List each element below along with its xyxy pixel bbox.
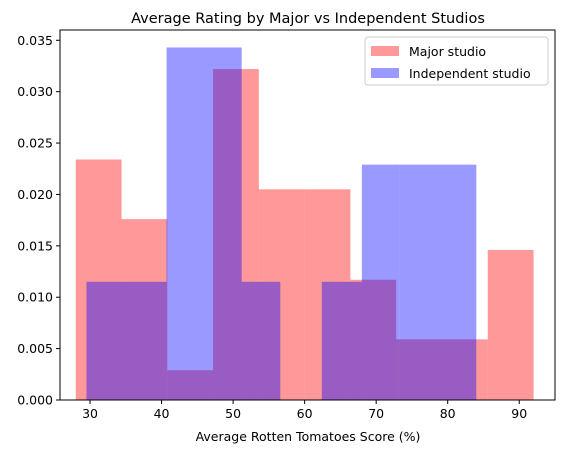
bar-major-studio-7 [396,339,442,400]
bar-major-studio-8 [441,339,488,400]
x-tick-label: 60 [297,406,313,421]
bar-independent-studio-5 [361,164,400,400]
bar-major-studio-0 [75,159,122,400]
bar-independent-studio-1 [166,47,242,400]
x-tick-label: 30 [82,406,98,421]
x-axis-label: Average Rotten Tomatoes Score (%) [196,429,421,444]
chart-title: Average Rating by Major vs Independent S… [131,11,485,27]
y-tick-label: 0.000 [17,393,53,408]
bar-independent-studio-4 [321,281,362,400]
legend-box [364,36,549,86]
axes-layer: 30 40 50 60 70 80 90 0.000 0.005 0.010 0.015 0.020 0… [17,29,556,421]
legend: Major studio Independent studio [364,36,549,86]
y-tick-label: 0.015 [17,238,53,253]
bar-major-studio-6 [350,279,397,400]
legend-label: Major studio [409,44,486,59]
y-tick-label: 0.005 [17,341,53,356]
x-tick-label: 90 [511,406,527,421]
bars-layer [75,47,534,401]
plot-frame [59,29,556,401]
legend-label: Independent studio [409,66,531,81]
bar-major-studio-9 [487,249,534,400]
bar-independent-studio-0 [86,281,167,400]
x-tick-label: 70 [368,406,384,421]
y-tick-label: 0.010 [17,290,53,305]
bar-major-studio-1 [121,219,168,400]
bar-independent-studio-2 [241,281,281,400]
y-tick-label: 0.035 [17,33,53,48]
bar-independent-studio-6 [399,164,477,400]
bar-major-studio-3 [213,69,259,401]
legend-swatch [371,46,399,56]
x-tick-label: 80 [440,406,456,421]
legend-swatch [371,68,399,78]
y-tick-label: 0.020 [17,187,53,202]
y-tick-label: 0.025 [17,136,53,151]
x-tick-label: 50 [225,406,241,421]
y-tick-label: 0.030 [17,84,53,99]
x-tick-label: 40 [154,406,170,421]
bar-major-studio-5 [304,189,351,400]
bar-major-studio-4 [258,189,305,400]
bar-major-studio-2 [167,370,214,400]
